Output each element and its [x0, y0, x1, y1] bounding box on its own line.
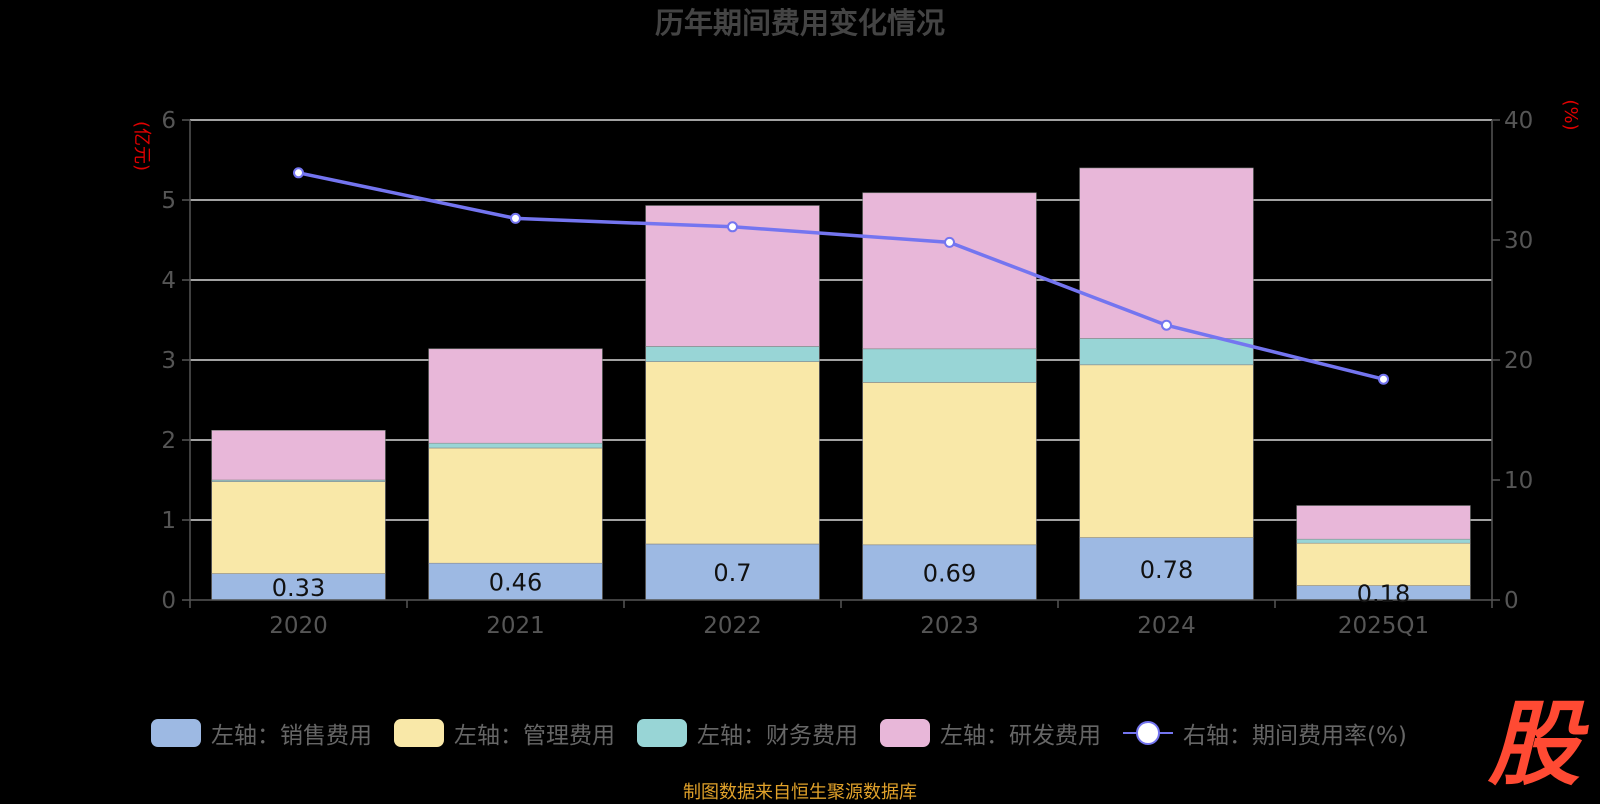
left-tick-label: 4 [161, 268, 176, 294]
bar-value-label: 0.46 [489, 569, 542, 597]
expense-rate-line [298, 171, 1384, 381]
legend-item-finance[interactable]: 左轴：财务费用 [637, 716, 858, 750]
bar-segment [862, 192, 1037, 350]
right-tick-label: 10 [1504, 468, 1533, 494]
right-tick-label: 0 [1504, 588, 1519, 614]
left-tick-label: 5 [161, 188, 176, 214]
right-axis-unit: (%) [1560, 99, 1581, 130]
bar-segment [1079, 537, 1254, 601]
source-note: 制图数据来自恒生聚源数据库 [683, 782, 917, 803]
bar-value-label: 0.33 [272, 574, 325, 602]
bar-segment [1079, 338, 1254, 366]
bar-segment [645, 543, 820, 601]
bar-value-label: 0.69 [923, 559, 976, 587]
line-layer [293, 167, 1389, 385]
expense-rate-point [1378, 373, 1389, 385]
label-layer: 0.33 0.46 0.7 0.69 0.78 0.18 [272, 556, 1410, 608]
axis-layer: 0 1 2 3 4 5 6 0 10 20 30 40 2020 2021 2022 2023 2024 2025… [161, 108, 1533, 639]
legend-label-sales: 左轴：销售费用 [211, 723, 372, 749]
bar-value-label: 0.7 [713, 559, 751, 587]
left-tick-label: 3 [161, 348, 176, 374]
legend-swatch-rnd [880, 719, 930, 747]
bar-segment [428, 348, 603, 444]
bar-segment [428, 562, 603, 601]
left-tick-label: 2 [161, 428, 176, 454]
bar-segment [211, 481, 386, 574]
expense-rate-point [1161, 319, 1172, 331]
left-axis-unit: (亿元) [131, 121, 152, 171]
bar-segment [1079, 364, 1254, 538]
legend-item-rnd[interactable]: 左轴：研发费用 [880, 716, 1101, 750]
bar-segment [1296, 542, 1471, 586]
legend-line-marker [1123, 719, 1173, 747]
bar-segment [428, 447, 603, 564]
expense-rate-point [510, 212, 521, 224]
bar-segment [645, 361, 820, 545]
x-tick-label: 2021 [486, 613, 545, 639]
legend-item-expense-rate[interactable]: 右轴：期间费用率(%) [1123, 716, 1407, 750]
bar-segment [1079, 167, 1254, 339]
bar-segment [645, 346, 820, 362]
x-tick-label: 2023 [920, 613, 979, 639]
bar-value-label: 0.78 [1140, 556, 1193, 584]
legend-label-finance: 左轴：财务费用 [697, 723, 858, 749]
right-tick-label: 40 [1504, 108, 1533, 134]
bar-segment [862, 382, 1037, 546]
legend-swatch-finance [637, 719, 687, 747]
legend-item-sales[interactable]: 左轴：销售费用 [151, 716, 372, 750]
expense-rate-point [944, 236, 955, 248]
x-tick-label: 2025Q1 [1338, 613, 1429, 639]
bar-segment [211, 430, 386, 481]
legend: 左轴：销售费用 左轴：管理费用 左轴：财务费用 左轴：研发费用 右轴：期间费用率… [151, 716, 1429, 750]
x-tick-label: 2020 [269, 613, 328, 639]
left-tick-label: 1 [161, 508, 176, 534]
brand-logo: 股 [1487, 691, 1580, 798]
x-tick-label: 2022 [703, 613, 762, 639]
legend-item-admin[interactable]: 左轴：管理费用 [394, 716, 615, 750]
bar-segment [1296, 505, 1471, 540]
bar-segment [862, 348, 1037, 383]
legend-swatch-admin [394, 719, 444, 747]
legend-label-admin: 左轴：管理费用 [454, 723, 615, 749]
legend-label-expense-rate: 右轴：期间费用率(%) [1183, 723, 1407, 749]
x-tick-label: 2024 [1137, 613, 1196, 639]
expense-rate-point [727, 221, 738, 233]
left-tick-label: 0 [161, 588, 176, 614]
left-tick-label: 6 [161, 108, 176, 134]
bar-layer [211, 167, 1471, 601]
right-tick-label: 20 [1504, 348, 1533, 374]
legend-label-rnd: 左轴：研发费用 [940, 723, 1101, 749]
expense-rate-point [293, 167, 304, 179]
right-tick-label: 30 [1504, 228, 1533, 254]
chart-title: 历年期间费用变化情况 [655, 6, 945, 40]
legend-swatch-sales [151, 719, 201, 747]
bar-segment [1296, 538, 1471, 544]
bar-segment [428, 442, 603, 449]
bar-value-label: 0.18 [1357, 580, 1410, 608]
grid-layer [190, 119, 1492, 521]
